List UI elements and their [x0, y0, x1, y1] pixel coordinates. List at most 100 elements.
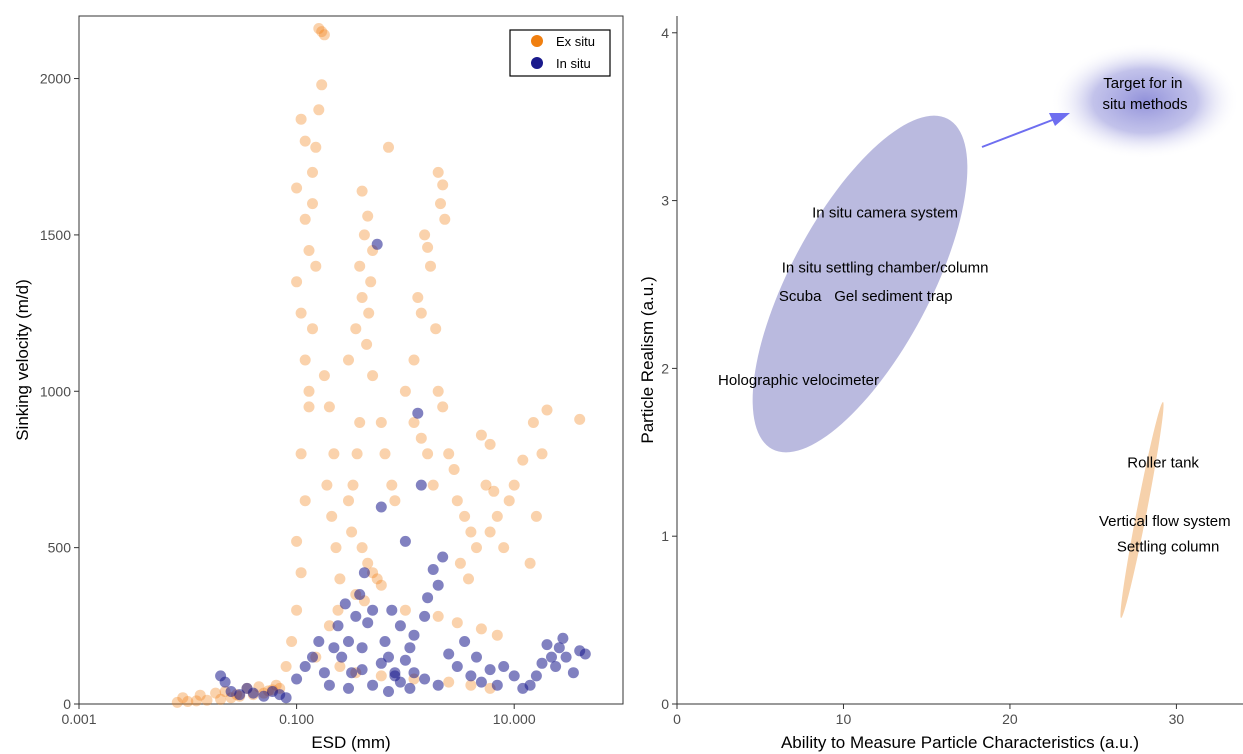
data-point-in-situ [408, 629, 420, 641]
data-point-ex-situ [295, 307, 307, 319]
data-point-in-situ [471, 651, 482, 663]
data-point-ex-situ [367, 567, 379, 579]
data-point-in-situ [399, 535, 411, 547]
legend-label-in-situ: In situ [556, 56, 591, 71]
data-point-ex-situ [484, 526, 496, 538]
data-point-ex-situ [343, 495, 354, 507]
data-point-ex-situ [503, 495, 515, 507]
data-point-ex-situ [574, 413, 586, 425]
data-point-ex-situ [484, 438, 496, 450]
data-point-ex-situ [343, 354, 354, 366]
method-label-scuba: Scuba [779, 288, 822, 305]
data-point-ex-situ [524, 557, 536, 569]
data-point-ex-situ [541, 404, 553, 416]
data-point-in-situ [541, 639, 553, 651]
data-point-in-situ [498, 661, 510, 672]
data-point-ex-situ [177, 692, 189, 704]
data-point-in-situ [567, 667, 579, 679]
y-tick-label: 0 [63, 696, 71, 712]
data-point-ex-situ [356, 542, 368, 554]
data-point-ex-situ [459, 510, 471, 522]
data-point-ex-situ [299, 354, 311, 366]
data-point-ex-situ [295, 113, 307, 125]
data-point-ex-situ [419, 229, 431, 241]
data-point-ex-situ [318, 370, 330, 382]
data-point-in-situ [389, 670, 401, 682]
x-tick-label: 30 [1169, 711, 1185, 727]
x-tick-label: 0.001 [61, 711, 96, 727]
data-point-in-situ [356, 664, 368, 676]
data-point-ex-situ [375, 417, 387, 428]
data-point-ex-situ [210, 687, 222, 699]
data-point-ex-situ [536, 448, 548, 460]
data-point-ex-situ [358, 229, 370, 241]
data-point-in-situ [354, 589, 366, 600]
data-point-ex-situ [408, 354, 420, 366]
data-point-in-situ [475, 676, 487, 688]
data-point-ex-situ [488, 485, 500, 497]
data-point-ex-situ [389, 495, 401, 507]
y-tick-label: 1 [661, 528, 669, 544]
right-y-axis-label: Particle Realism (a.u.) [638, 276, 657, 443]
data-point-in-situ [560, 651, 572, 663]
data-point-ex-situ [291, 182, 303, 194]
series-in-situ [215, 238, 591, 704]
data-point-ex-situ [399, 385, 411, 397]
data-point-in-situ [379, 636, 391, 647]
data-point-ex-situ [451, 495, 463, 507]
data-point-in-situ [419, 673, 431, 685]
data-point-ex-situ [346, 526, 358, 538]
y-tick-label: 500 [48, 540, 72, 556]
data-point-in-situ [219, 676, 231, 688]
data-point-ex-situ [530, 510, 542, 522]
data-point-in-situ [318, 667, 330, 679]
in-situ-method-region [752, 115, 968, 453]
data-point-in-situ [419, 610, 431, 622]
data-point-ex-situ [471, 542, 482, 554]
data-point-ex-situ [437, 179, 449, 191]
data-point-ex-situ [432, 166, 444, 178]
y-tick-label: 2000 [40, 71, 71, 87]
data-point-ex-situ [371, 573, 383, 585]
data-point-in-situ [415, 479, 427, 491]
data-point-ex-situ [365, 276, 377, 288]
data-point-ex-situ [354, 260, 366, 272]
data-point-ex-situ [432, 385, 444, 397]
data-point-ex-situ [313, 104, 325, 116]
data-point-ex-situ [435, 198, 446, 210]
data-point-ex-situ [465, 526, 477, 538]
data-point-ex-situ [361, 338, 373, 350]
data-point-ex-situ [386, 479, 398, 491]
data-point-ex-situ [422, 448, 434, 460]
data-point-ex-situ [427, 479, 439, 491]
data-point-in-situ [343, 636, 354, 647]
data-point-ex-situ [379, 448, 391, 460]
data-point-ex-situ [307, 198, 318, 210]
data-point-ex-situ [448, 464, 460, 475]
data-point-ex-situ [328, 448, 340, 460]
data-point-ex-situ [463, 573, 474, 585]
target-arrow [981, 113, 1070, 148]
legend-swatch-in-situ [531, 57, 543, 69]
left-points-layer [171, 23, 591, 708]
data-point-ex-situ [291, 276, 303, 288]
data-point-in-situ [432, 679, 444, 691]
data-point-ex-situ [291, 535, 303, 547]
data-point-in-situ [508, 670, 520, 682]
data-point-ex-situ [362, 210, 374, 222]
data-point-ex-situ [399, 604, 411, 616]
data-point-ex-situ [307, 166, 318, 178]
target-arrow-head [1049, 113, 1070, 126]
data-point-ex-situ [475, 623, 487, 635]
data-point-in-situ [375, 657, 387, 669]
y-tick-label: 1000 [40, 383, 71, 399]
data-point-ex-situ [351, 448, 363, 460]
x-tick-label: 0.100 [279, 711, 314, 727]
data-point-ex-situ [430, 323, 442, 335]
data-point-in-situ [307, 651, 318, 663]
data-point-ex-situ [299, 495, 311, 507]
data-point-ex-situ [299, 135, 311, 147]
data-point-ex-situ [307, 323, 318, 335]
target-glow [1050, 43, 1240, 159]
data-point-ex-situ [356, 185, 368, 197]
